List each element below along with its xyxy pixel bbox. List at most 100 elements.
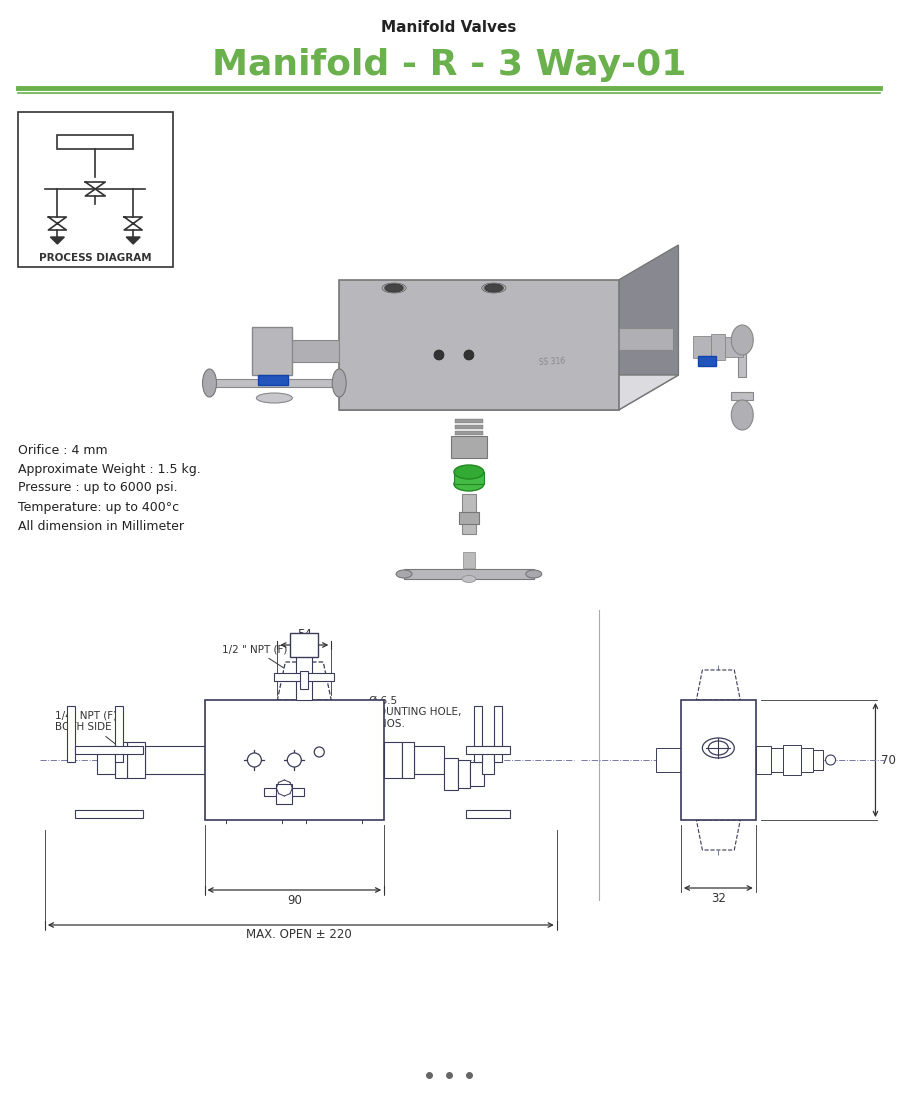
Bar: [801, 748, 813, 772]
Bar: [494, 706, 502, 762]
Polygon shape: [618, 245, 679, 410]
Ellipse shape: [708, 741, 728, 755]
Ellipse shape: [396, 570, 412, 578]
Circle shape: [825, 755, 835, 765]
Bar: [738, 327, 746, 377]
Ellipse shape: [256, 393, 292, 403]
Bar: [770, 748, 783, 772]
Text: Orifice : 4 mm: Orifice : 4 mm: [18, 444, 108, 457]
Bar: [384, 742, 402, 778]
Ellipse shape: [732, 325, 753, 355]
Bar: [18, 112, 173, 267]
Bar: [289, 340, 339, 362]
Bar: [451, 436, 487, 458]
Bar: [466, 746, 509, 754]
Polygon shape: [697, 820, 741, 850]
Bar: [402, 742, 414, 778]
Bar: [698, 356, 716, 366]
Text: 1/2 " NPT (F): 1/2 " NPT (F): [221, 645, 297, 676]
Bar: [466, 810, 509, 818]
Ellipse shape: [485, 284, 503, 292]
Bar: [474, 706, 482, 762]
Bar: [734, 339, 752, 347]
Bar: [482, 746, 494, 774]
Bar: [454, 425, 483, 429]
Bar: [97, 746, 114, 774]
Bar: [454, 419, 483, 423]
Circle shape: [248, 753, 261, 768]
Bar: [276, 784, 292, 804]
Bar: [813, 750, 823, 770]
Text: Manifold - R - 3 Way-01: Manifold - R - 3 Way-01: [212, 48, 686, 82]
Text: Approximate Weight : 1.5 kg.: Approximate Weight : 1.5 kg.: [18, 462, 201, 475]
Bar: [210, 379, 339, 386]
Bar: [114, 706, 122, 762]
Ellipse shape: [202, 369, 217, 397]
Bar: [75, 810, 143, 818]
Bar: [301, 671, 309, 690]
Bar: [458, 760, 470, 788]
Bar: [756, 746, 770, 774]
Bar: [75, 746, 143, 754]
Ellipse shape: [454, 464, 484, 479]
Ellipse shape: [454, 477, 484, 491]
Text: SS 316: SS 316: [539, 357, 565, 367]
Text: Temperature: up to 400°c: Temperature: up to 400°c: [18, 501, 179, 514]
Ellipse shape: [702, 738, 734, 758]
Bar: [114, 742, 127, 778]
Bar: [145, 746, 204, 774]
Bar: [265, 788, 304, 796]
Text: All dimension in Millimeter: All dimension in Millimeter: [18, 519, 184, 533]
Ellipse shape: [526, 570, 542, 578]
Bar: [454, 442, 483, 447]
Bar: [454, 432, 483, 435]
Polygon shape: [697, 670, 741, 701]
Bar: [656, 748, 681, 772]
Bar: [291, 634, 319, 657]
Bar: [296, 645, 312, 701]
Bar: [454, 472, 484, 484]
Bar: [58, 135, 133, 149]
Bar: [462, 494, 476, 534]
Bar: [258, 376, 288, 385]
Bar: [459, 512, 479, 524]
Bar: [618, 328, 673, 350]
Circle shape: [464, 350, 474, 360]
Text: 70: 70: [881, 753, 896, 766]
Polygon shape: [277, 662, 331, 701]
Polygon shape: [339, 376, 679, 410]
Bar: [67, 706, 75, 762]
Text: 90: 90: [287, 894, 302, 907]
Text: MAX. OPEN ± 220: MAX. OPEN ± 220: [247, 929, 352, 941]
Polygon shape: [50, 237, 65, 244]
Text: PROCESS DIAGRAM: PROCESS DIAGRAM: [39, 253, 151, 264]
Text: Pressure : up to 6000 psi.: Pressure : up to 6000 psi.: [18, 482, 177, 494]
Bar: [252, 327, 292, 376]
Bar: [274, 673, 334, 681]
Ellipse shape: [732, 400, 753, 430]
Bar: [711, 334, 725, 360]
Circle shape: [434, 350, 444, 360]
Bar: [783, 746, 801, 775]
Bar: [127, 742, 145, 778]
Polygon shape: [126, 237, 140, 244]
Circle shape: [287, 753, 302, 768]
Ellipse shape: [462, 575, 476, 583]
Text: Ø 6.5
MOUNTING HOLE,
2 NOS.: Ø 6.5 MOUNTING HOLE, 2 NOS.: [322, 696, 462, 751]
Bar: [732, 392, 753, 400]
Ellipse shape: [385, 284, 403, 292]
Bar: [339, 280, 618, 410]
Text: Manifold Valves: Manifold Valves: [382, 21, 517, 35]
Bar: [204, 701, 384, 820]
Bar: [725, 337, 743, 357]
Circle shape: [314, 747, 324, 757]
Bar: [444, 758, 458, 789]
Text: 54: 54: [297, 628, 311, 641]
Text: 32: 32: [711, 893, 725, 906]
Ellipse shape: [332, 369, 347, 397]
Text: 1/4" NPT (F)
BOTH SIDE: 1/4" NPT (F) BOTH SIDE: [55, 710, 140, 763]
Bar: [404, 569, 534, 579]
Bar: [470, 762, 484, 786]
Bar: [0, 96, 898, 460]
Bar: [454, 437, 483, 441]
